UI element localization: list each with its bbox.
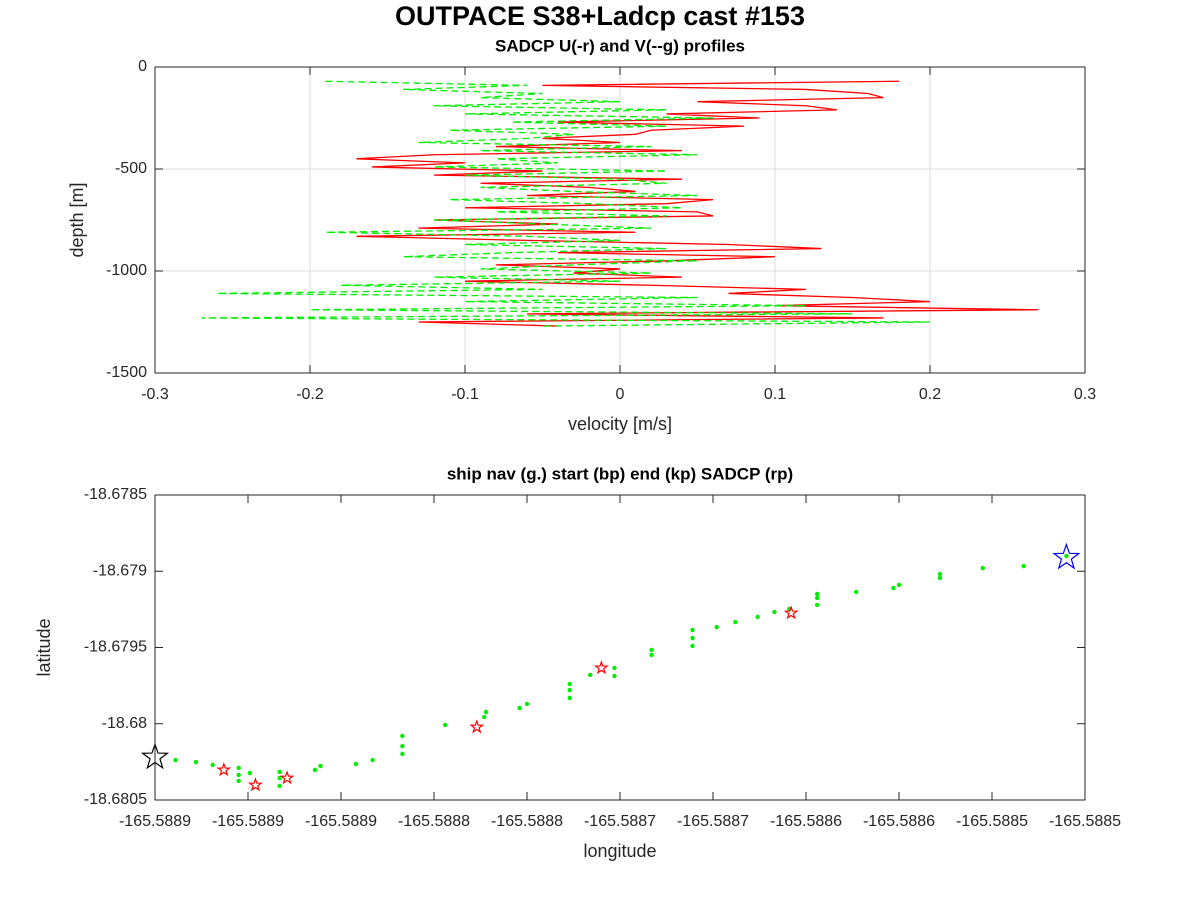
nav-point bbox=[312, 767, 318, 773]
nav-point bbox=[937, 575, 943, 581]
y-tick-label: -1500 bbox=[106, 364, 147, 381]
nav-point bbox=[649, 652, 654, 658]
x-axis-label: longitude bbox=[583, 841, 656, 861]
star-marker bbox=[783, 605, 799, 620]
x-tick-label: -165.5885 bbox=[1049, 813, 1121, 830]
nav-point bbox=[247, 770, 253, 776]
x-tick-label: -165.5888 bbox=[491, 813, 563, 830]
x-tick-label: -165.5887 bbox=[677, 813, 749, 830]
nav-point bbox=[733, 619, 738, 625]
nav-point bbox=[690, 635, 695, 641]
y-tick-label: -18.6795 bbox=[84, 639, 147, 656]
nav-point bbox=[442, 722, 448, 728]
star-marker bbox=[469, 719, 485, 734]
x-tick-label: -165.5886 bbox=[770, 813, 842, 830]
nav-point bbox=[814, 595, 820, 601]
chart-title: SADCP U(-r) and V(--g) profiles bbox=[495, 36, 745, 55]
nav-point bbox=[236, 765, 241, 771]
profile-line bbox=[201, 80, 931, 327]
nav-point bbox=[173, 757, 178, 763]
nav-point bbox=[567, 695, 572, 701]
x-tick-label: -165.5889 bbox=[212, 813, 284, 830]
y-tick-label: -18.6785 bbox=[84, 486, 147, 503]
nav-point bbox=[854, 589, 859, 595]
nav-point bbox=[353, 761, 359, 767]
x-tick-label: -165.5888 bbox=[398, 813, 470, 830]
plot-area bbox=[155, 495, 1085, 800]
star-marker bbox=[216, 762, 232, 777]
nav-point bbox=[193, 759, 199, 765]
figure-title: OUTPACE S38+Ladcp cast #153 bbox=[395, 1, 805, 31]
nav-point bbox=[612, 673, 617, 679]
nav-point bbox=[482, 714, 487, 720]
y-tick-label: -1000 bbox=[106, 262, 147, 279]
y-axis-label: latitude bbox=[34, 618, 54, 676]
nav-point bbox=[524, 701, 530, 707]
x-tick-label: 0.2 bbox=[919, 386, 941, 403]
nav-point bbox=[236, 778, 241, 784]
nav-point bbox=[690, 627, 695, 633]
nav-point bbox=[370, 757, 375, 763]
nav-point bbox=[896, 582, 902, 588]
x-tick-label: -0.2 bbox=[296, 386, 324, 403]
star-marker bbox=[279, 770, 295, 785]
nav-point bbox=[714, 624, 719, 630]
nav-point bbox=[891, 585, 896, 591]
nav-point bbox=[814, 591, 820, 597]
nav-point bbox=[772, 609, 777, 615]
y-tick-label: -500 bbox=[115, 160, 147, 177]
nav-point bbox=[690, 643, 695, 649]
nav-point bbox=[517, 705, 522, 711]
nav-point bbox=[567, 681, 572, 687]
x-tick-label: -165.5889 bbox=[305, 813, 377, 830]
x-tick-label: -0.1 bbox=[451, 386, 479, 403]
nav-point bbox=[277, 775, 282, 781]
nav-point bbox=[1064, 553, 1069, 559]
nav-point bbox=[814, 602, 820, 608]
axes-box bbox=[154, 66, 1086, 374]
nav-point bbox=[755, 614, 760, 620]
star-marker bbox=[1052, 542, 1081, 570]
x-tick-label: 0 bbox=[616, 386, 625, 403]
nav-point bbox=[210, 762, 215, 768]
y-tick-label: 0 bbox=[138, 58, 147, 75]
data-layer bbox=[140, 542, 1081, 792]
x-tick-label: -165.5886 bbox=[863, 813, 935, 830]
x-tick-label: -165.5889 bbox=[119, 813, 191, 830]
y-tick-label: -18.68 bbox=[102, 715, 147, 732]
nav-point bbox=[400, 751, 405, 757]
data-layer bbox=[201, 80, 1039, 327]
x-tick-label: 0.1 bbox=[764, 386, 786, 403]
chart-title: ship nav (g.) start (bp) end (kp) SADCP … bbox=[447, 464, 793, 483]
x-axis-label: velocity [m/s] bbox=[568, 414, 672, 434]
nav-point bbox=[236, 772, 241, 778]
nav-point bbox=[649, 647, 654, 653]
x-tick-label: -0.3 bbox=[141, 386, 169, 403]
star-marker bbox=[593, 660, 609, 675]
y-axis-label: depth [m] bbox=[67, 182, 87, 257]
profile-line bbox=[356, 80, 1039, 327]
nav-point bbox=[588, 672, 593, 678]
x-tick-label: -165.5887 bbox=[584, 813, 656, 830]
y-tick-label: -18.679 bbox=[93, 562, 147, 579]
nav-point bbox=[483, 709, 489, 715]
nav-point bbox=[400, 743, 405, 749]
nav-point bbox=[400, 733, 405, 739]
star-marker bbox=[247, 777, 263, 792]
nav-point bbox=[318, 763, 323, 769]
nav-point bbox=[567, 687, 572, 693]
nav-point bbox=[1021, 563, 1026, 569]
nav-point bbox=[980, 565, 985, 571]
x-tick-label: 0.3 bbox=[1074, 386, 1096, 403]
nav-point bbox=[277, 783, 282, 789]
nav-point bbox=[937, 571, 943, 577]
axes-box bbox=[154, 494, 1086, 801]
nav-point bbox=[277, 769, 282, 775]
y-tick-label: -18.6805 bbox=[84, 791, 147, 808]
nav-point bbox=[612, 665, 617, 671]
x-tick-label: -165.5885 bbox=[956, 813, 1028, 830]
